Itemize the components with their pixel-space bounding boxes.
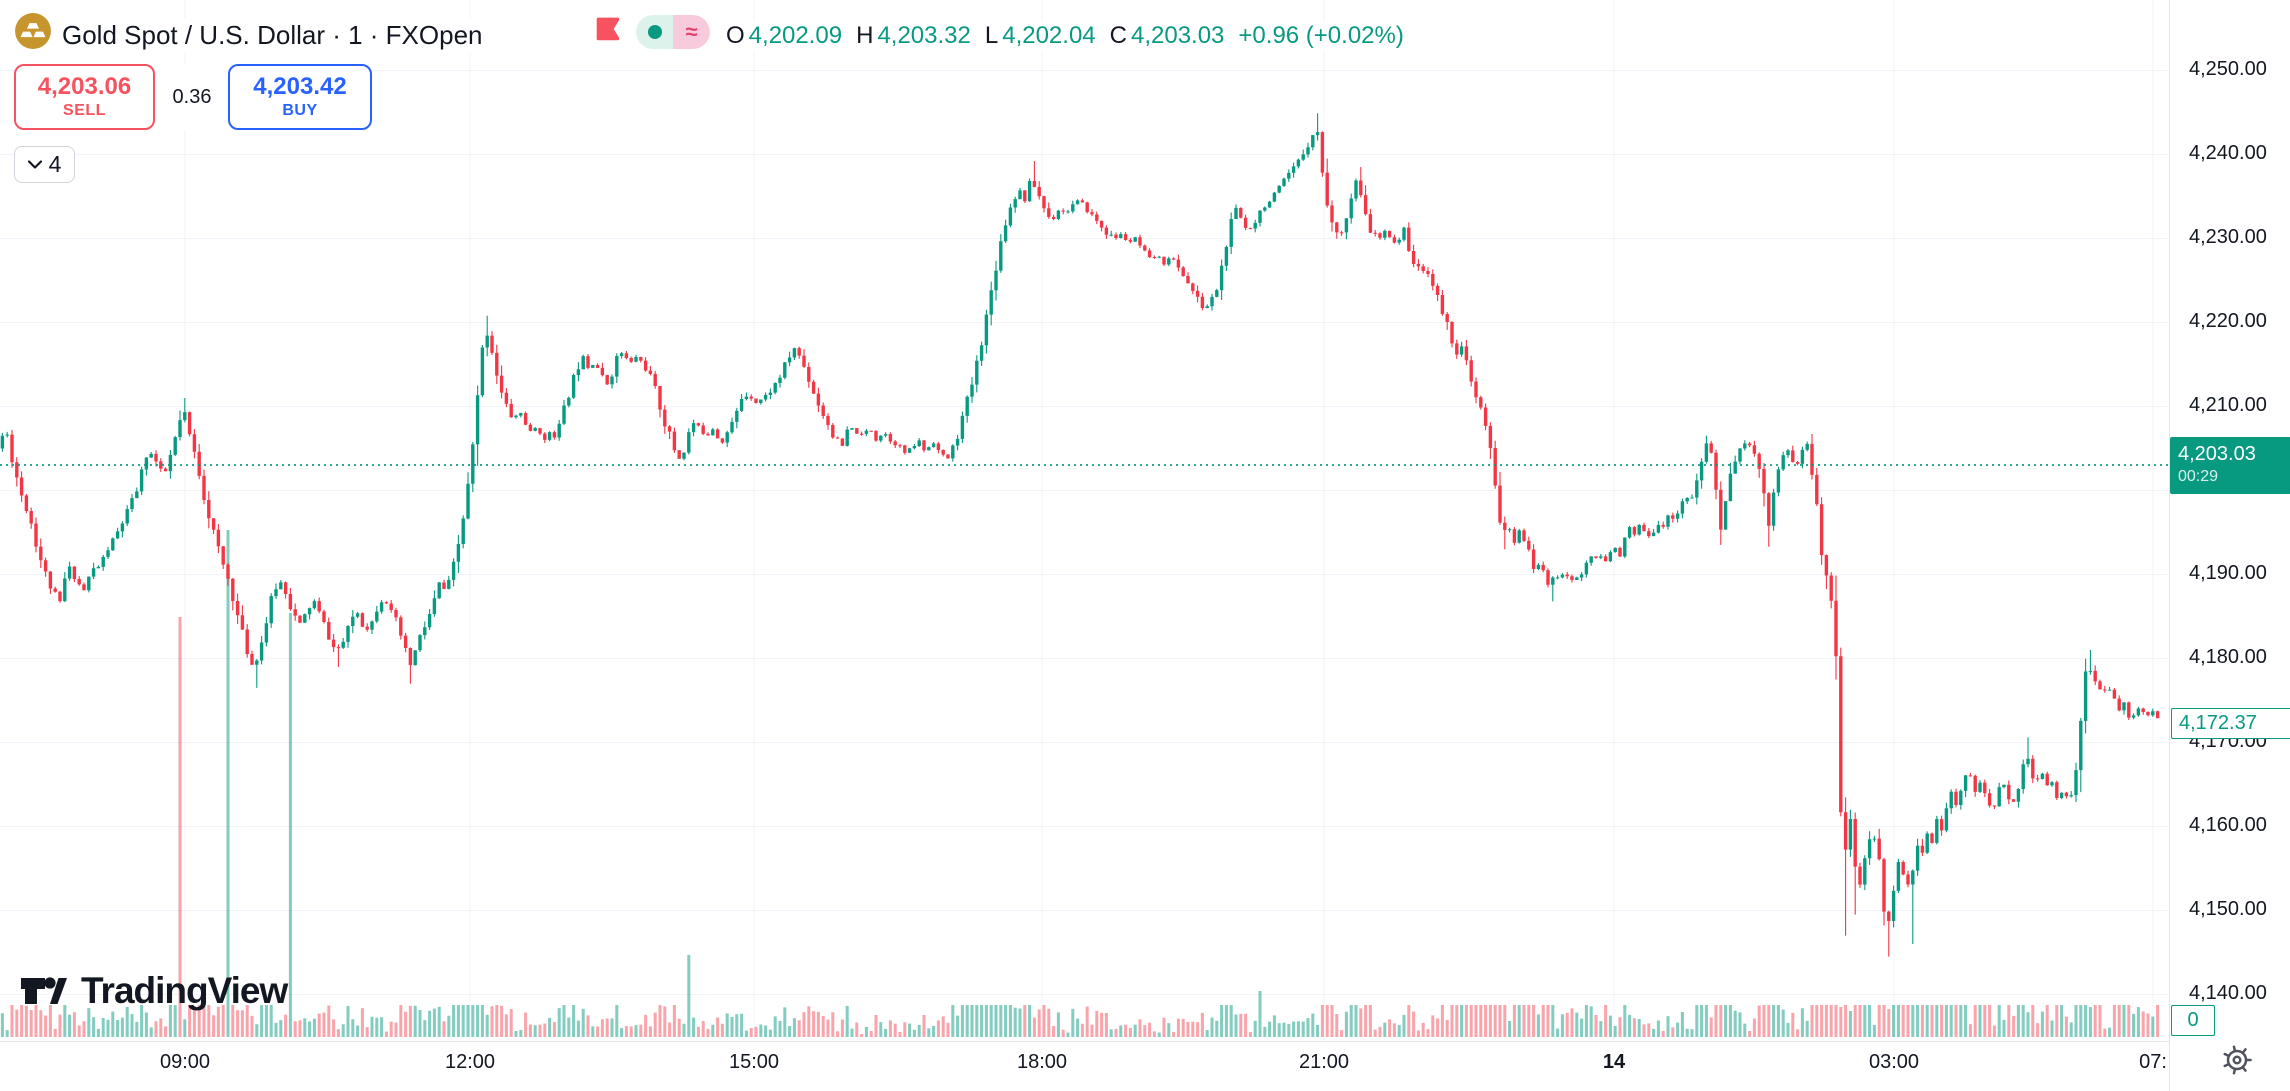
candles-dropdown[interactable]: 4 (14, 146, 75, 183)
time-axis-label: 15:00 (728, 1051, 780, 1073)
grid-lines (0, 0, 2168, 1040)
tradingview-logo-text: TradingView (81, 970, 288, 1011)
price-axis-label: 4,230.00 (2189, 226, 2267, 249)
price-axis-label: 4,190.00 (2189, 562, 2267, 585)
candles-count: 4 (48, 151, 62, 177)
candle-wicks-up (1, 113, 2154, 945)
symbol-title[interactable]: Gold Spot / U.S. Dollar · 1 · FXOpen (62, 18, 489, 53)
open-value: 4,202.09 (748, 22, 843, 49)
chevron-down-icon (27, 160, 42, 169)
current-price-value: 4,203.03 (2178, 443, 2256, 465)
buy-label: BUY (282, 102, 318, 120)
time-axis-label: 14 (1602, 1051, 1626, 1073)
tradingview-logo[interactable]: TradingView (20, 970, 288, 1012)
volume-bars-down (10, 617, 2160, 1037)
candle-bodies-down (10, 132, 2160, 922)
ohlc-legend: O 4,202.09 H 4,203.32 L 4,202.04 C 4,203.03 … (726, 20, 1412, 52)
candle-bodies-up (0, 132, 2155, 922)
price-axis-label: 4,160.00 (2189, 814, 2267, 837)
time-axis-label: 18:00 (1016, 1051, 1068, 1073)
time-axis[interactable]: 09:00 12:00 15:00 18:00 21:00 14 03:00 07: (0, 1041, 2290, 1091)
close-label: C (1109, 22, 1127, 49)
gold-symbol-icon (15, 13, 51, 49)
bar-countdown: 00:29 (2178, 468, 2219, 485)
market-open-status-icon[interactable] (636, 15, 673, 49)
sell-label: SELL (63, 102, 106, 120)
volume-value-label: 0 (2171, 1005, 2215, 1036)
low-value: 4,202.04 (1002, 22, 1096, 49)
high-label: H (856, 22, 874, 49)
flag-icon[interactable] (594, 16, 622, 44)
low-label: L (984, 22, 999, 49)
time-axis-label: 21:00 (1298, 1051, 1350, 1073)
time-axis-label: 12:00 (444, 1051, 496, 1073)
time-axis-label: 07: (2139, 1051, 2167, 1073)
market-status-pills: ≈ (636, 15, 710, 49)
close-value: 4,203.03 (1130, 22, 1225, 49)
price-axis-label: 4,180.00 (2189, 646, 2267, 669)
gear-icon[interactable] (2222, 1045, 2252, 1075)
price-axis-label: 4,250.00 (2189, 58, 2267, 81)
last-price-label: 4,172.37 (2171, 707, 2290, 739)
time-axis-label: 09:00 (159, 1051, 211, 1073)
tradingview-logo-icon (21, 977, 67, 1004)
time-axis-label: 03:00 (1868, 1051, 1920, 1073)
buy-price: 4,203.42 (253, 72, 347, 100)
open-label: O (726, 22, 745, 49)
change-value: +0.96 (+0.02%) (1238, 22, 1404, 49)
price-axis-label: 4,210.00 (2189, 394, 2267, 417)
price-axis-label: 4,140.00 (2189, 982, 2267, 1005)
delayed-data-icon[interactable]: ≈ (673, 15, 710, 49)
sell-button[interactable]: 4,203.06 SELL (14, 64, 155, 130)
spread-value: 0.36 (158, 64, 226, 130)
price-axis-label: 4,240.00 (2189, 142, 2267, 165)
price-axis-label: 4,150.00 (2189, 898, 2267, 921)
price-axis[interactable]: 4,140.00 4,150.00 4,160.00 4,170.00 4,180.00… (2169, 0, 2290, 1091)
current-price-badge: 4,203.03 00:29 (2170, 437, 2290, 494)
price-axis-label: 4,220.00 (2189, 310, 2267, 333)
candle-wicks-down (11, 131, 2159, 957)
high-value: 4,203.32 (877, 22, 971, 49)
sell-price: 4,203.06 (37, 72, 132, 100)
buy-button[interactable]: 4,203.42 BUY (228, 64, 372, 130)
